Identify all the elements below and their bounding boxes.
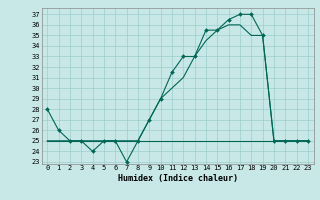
X-axis label: Humidex (Indice chaleur): Humidex (Indice chaleur) [118,174,237,183]
